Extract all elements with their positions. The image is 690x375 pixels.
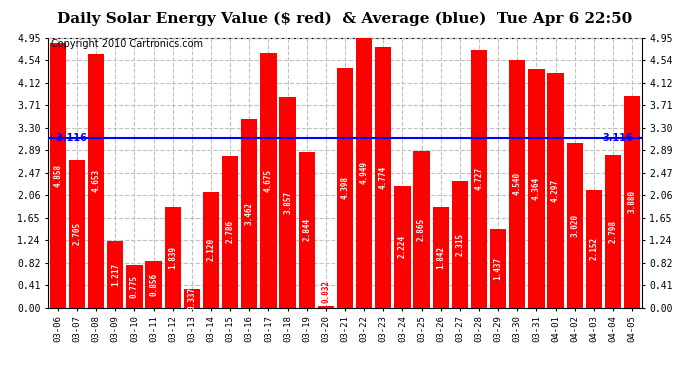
Text: 4.653: 4.653 [92,169,101,192]
Text: Daily Solar Energy Value ($ red)  & Average (blue)  Tue Apr 6 22:50: Daily Solar Energy Value ($ red) & Avera… [57,11,633,26]
Text: 4.774: 4.774 [379,166,388,189]
Text: 4.727: 4.727 [475,167,484,190]
Bar [586,190,602,308]
Text: 3.880: 3.880 [628,190,637,213]
Bar [624,96,640,308]
Bar [241,118,257,308]
Text: 2.798: 2.798 [609,220,618,243]
Text: 1.842: 1.842 [436,246,445,269]
Bar [146,261,161,308]
Text: 3.857: 3.857 [283,191,292,214]
Text: 2.865: 2.865 [417,218,426,241]
Bar [317,306,334,308]
Text: 1.217: 1.217 [111,263,120,286]
Text: 2.315: 2.315 [455,233,464,256]
Bar [88,54,104,307]
Bar [509,60,525,308]
Bar [413,151,430,308]
Bar [529,69,544,308]
Text: 2.786: 2.786 [226,220,235,243]
Text: 4.364: 4.364 [532,177,541,200]
Bar [605,155,621,308]
Bar [184,289,200,308]
Bar [203,192,219,308]
Text: 2.120: 2.120 [206,238,215,261]
Text: ←3.116: ←3.116 [48,132,87,142]
Text: 2.224: 2.224 [398,235,407,258]
Bar [452,181,468,308]
Bar [394,186,411,308]
Bar [375,47,391,308]
Text: 4.675: 4.675 [264,168,273,192]
Text: 0.337: 0.337 [188,287,197,310]
Text: 3.462: 3.462 [245,201,254,225]
Text: 3.020: 3.020 [570,214,579,237]
Text: 2.844: 2.844 [302,218,311,242]
Bar [222,156,238,308]
Text: Copyright 2010 Cartronics.com: Copyright 2010 Cartronics.com [51,39,204,49]
Bar [69,160,85,308]
Bar [337,68,353,308]
Text: 0.032: 0.032 [322,280,331,303]
Bar [165,207,181,308]
Bar [299,152,315,308]
Text: 1.437: 1.437 [493,257,502,280]
Text: 4.398: 4.398 [340,176,350,199]
Bar [490,229,506,308]
Text: 4.858: 4.858 [53,164,62,187]
Text: 4.949: 4.949 [359,161,368,184]
Text: 3.116→: 3.116→ [603,132,642,142]
Bar [356,38,373,308]
Text: 0.856: 0.856 [149,273,158,296]
Text: 2.152: 2.152 [589,237,598,260]
Bar [50,42,66,308]
Text: 4.540: 4.540 [513,172,522,195]
Bar [566,143,583,308]
Text: 0.775: 0.775 [130,275,139,298]
Bar [471,50,487,308]
Text: 4.297: 4.297 [551,179,560,202]
Bar [279,97,296,308]
Bar [107,241,124,308]
Bar [433,207,449,308]
Bar [260,53,277,308]
Text: 2.705: 2.705 [72,222,81,245]
Bar [547,73,564,308]
Bar [126,265,143,308]
Text: 1.839: 1.839 [168,246,177,269]
